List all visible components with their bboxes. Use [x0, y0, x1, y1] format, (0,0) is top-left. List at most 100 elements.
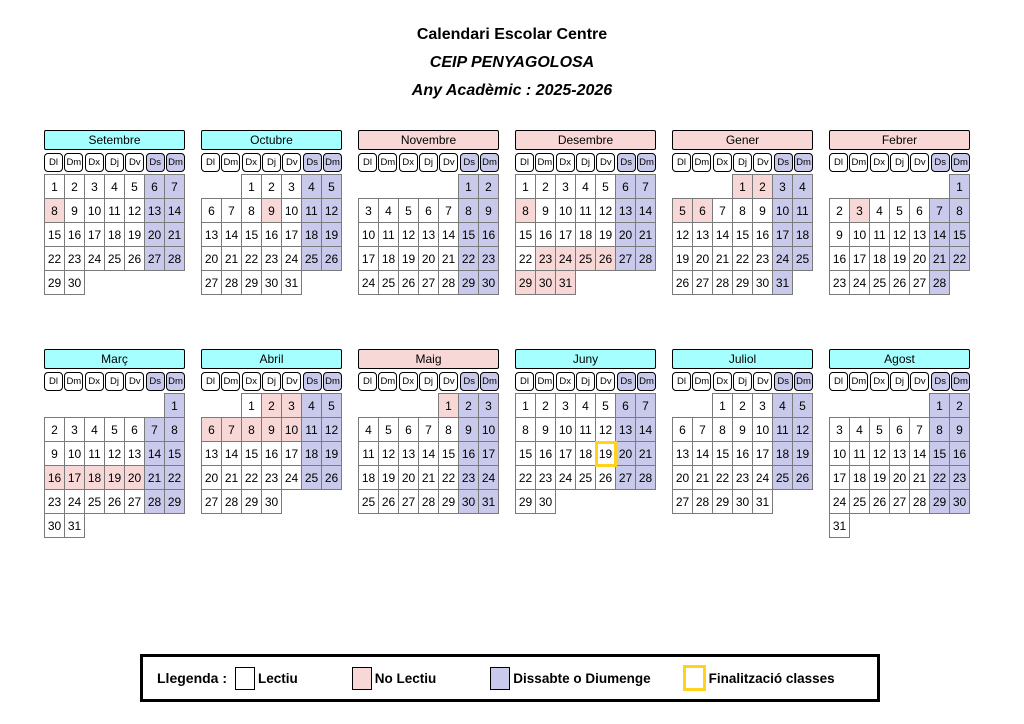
day-cell-novembre-11: 11 — [378, 222, 399, 247]
day-cell-agost-16: 16 — [949, 441, 970, 466]
day-grid-maig: 1 2 3 4 5 6 7 8 9 10 11 12 13 14 15 16 17 18 19 20 21 22 23 24 2… — [358, 393, 499, 514]
day-cell-gener-7: 7 — [712, 198, 733, 223]
month-febrer: Febrer Dl Dm Dx Dj Dv Ds Dm 1 2 3 4 5 6 7 8 9 10 11 12 13 14 1… — [829, 130, 970, 295]
weekday-header-row: Dl Dm Dx Dj Dv Ds Dm — [44, 153, 185, 172]
day-grid-octubre: 1 2 3 4 5 6 7 8 9 10 11 12 13 14 15 16 17 18 19 20 21 22 23 24 2… — [201, 174, 342, 295]
day-cell-febrer-25: 25 — [869, 270, 890, 295]
day-cell-juny-7: 7 — [635, 393, 656, 418]
legend-item-no-lectiu: No Lectiu — [351, 666, 436, 690]
weekday-header-row: Dl Dm Dx Dj Dv Ds Dm — [44, 372, 185, 391]
weekday-label: Dm — [165, 153, 185, 172]
day-cell-agost-17: 17 — [829, 465, 850, 490]
day-cell-gener-17: 17 — [772, 222, 793, 247]
day-cell-juny-8: 8 — [515, 417, 536, 442]
day-cell-abril-26: 26 — [321, 465, 342, 490]
empty-cell — [105, 271, 125, 295]
month-abril: Abril Dl Dm Dx Dj Dv Ds Dm 1 2 3 4 5 6 7 8 9 10 11 12 13 14 15… — [201, 349, 342, 538]
weekday-label: Dl — [829, 153, 848, 172]
day-cell-maig-29: 29 — [438, 489, 459, 514]
weekday-label: Dm — [479, 153, 499, 172]
day-cell-juny-1: 1 — [515, 393, 536, 418]
day-cell-agost-7: 7 — [909, 417, 930, 442]
legend-item-weekend: Dissabte o Diumenge — [490, 666, 651, 690]
day-cell-juny-3: 3 — [555, 393, 576, 418]
weekday-label: Dv — [439, 153, 459, 172]
final-classes-swatch — [682, 665, 706, 691]
empty-cell — [890, 175, 910, 199]
day-cell-maig-19: 19 — [378, 465, 399, 490]
day-cell-maig-25: 25 — [358, 489, 379, 514]
day-cell-juliol-24: 24 — [752, 465, 773, 490]
day-grid-marc: 1 2 3 4 5 6 7 8 9 10 11 12 13 14 15 16 17 18 19 20 21 22 23 24 2… — [44, 393, 185, 538]
empty-cell — [85, 514, 105, 538]
day-cell-novembre-4: 4 — [378, 198, 399, 223]
day-cell-juliol-17: 17 — [752, 441, 773, 466]
day-cell-febrer-21: 21 — [929, 246, 950, 271]
day-cell-maig-13: 13 — [398, 441, 419, 466]
weekday-label: Dx — [84, 372, 104, 391]
empty-cell — [890, 514, 910, 538]
weekday-label: Dx — [555, 372, 575, 391]
day-cell-marc-30: 30 — [44, 513, 65, 538]
empty-cell — [850, 514, 870, 538]
day-cell-desembre-10: 10 — [555, 198, 576, 223]
empty-cell — [202, 175, 222, 199]
weekday-label: Dv — [596, 153, 616, 172]
day-cell-setembre-16: 16 — [64, 222, 85, 247]
day-cell-setembre-10: 10 — [84, 198, 105, 223]
empty-cell — [713, 175, 733, 199]
day-cell-febrer-14: 14 — [929, 222, 950, 247]
month-title-gener: Gener — [672, 130, 813, 150]
weekday-label: Dv — [753, 153, 773, 172]
day-cell-desembre-11: 11 — [575, 198, 596, 223]
day-cell-gener-21: 21 — [712, 246, 733, 271]
day-cell-setembre-20: 20 — [144, 222, 165, 247]
day-cell-abril-29: 29 — [241, 489, 262, 514]
day-cell-gener-24: 24 — [772, 246, 793, 271]
day-cell-octubre-18: 18 — [301, 222, 322, 247]
day-cell-setembre-15: 15 — [44, 222, 65, 247]
day-cell-abril-16: 16 — [261, 441, 282, 466]
day-cell-novembre-25: 25 — [378, 270, 399, 295]
day-cell-agost-5: 5 — [869, 417, 890, 442]
day-grid-juny: 1 2 3 4 5 6 7 8 9 10 11 12 13 14 15 16 17 18 19 20 21 22 23 24 2… — [515, 393, 656, 514]
day-cell-febrer-27: 27 — [909, 270, 930, 295]
empty-cell — [222, 175, 242, 199]
weekday-label: Dm — [221, 372, 241, 391]
weekday-label: Dv — [125, 153, 145, 172]
day-cell-maig-22: 22 — [438, 465, 459, 490]
day-cell-setembre-3: 3 — [84, 174, 105, 199]
day-cell-setembre-27: 27 — [144, 246, 165, 271]
day-cell-gener-23: 23 — [752, 246, 773, 271]
day-cell-octubre-12: 12 — [321, 198, 342, 223]
empty-cell — [145, 394, 165, 418]
empty-cell — [773, 490, 793, 514]
day-cell-juny-21: 21 — [635, 441, 656, 466]
day-cell-agost-2: 2 — [949, 393, 970, 418]
day-cell-desembre-5: 5 — [595, 174, 616, 199]
month-title-maig: Maig — [358, 349, 499, 369]
day-cell-marc-4: 4 — [84, 417, 105, 442]
day-cell-gener-11: 11 — [792, 198, 813, 223]
day-cell-febrer-6: 6 — [909, 198, 930, 223]
day-cell-maig-9: 9 — [458, 417, 479, 442]
day-cell-octubre-15: 15 — [241, 222, 262, 247]
empty-cell — [556, 490, 576, 514]
day-cell-abril-2: 2 — [261, 393, 282, 418]
day-cell-octubre-10: 10 — [281, 198, 302, 223]
day-cell-gener-9: 9 — [752, 198, 773, 223]
day-cell-setembre-30: 30 — [64, 270, 85, 295]
day-cell-agost-28: 28 — [909, 489, 930, 514]
day-cell-agost-20: 20 — [889, 465, 910, 490]
day-cell-setembre-18: 18 — [104, 222, 125, 247]
empty-cell — [950, 271, 970, 295]
empty-cell — [636, 490, 656, 514]
day-cell-maig-2: 2 — [458, 393, 479, 418]
page-title: Calendari Escolar Centre — [416, 26, 608, 43]
weekday-label: Dx — [869, 372, 889, 391]
day-cell-octubre-29: 29 — [241, 270, 262, 295]
day-cell-maig-3: 3 — [478, 393, 499, 418]
empty-cell — [616, 271, 636, 295]
day-cell-desembre-2: 2 — [535, 174, 556, 199]
month-gener: Gener Dl Dm Dx Dj Dv Ds Dm 1 2 3 4 5 6 7 8 9 10 11 12 13 14 15… — [672, 130, 813, 295]
